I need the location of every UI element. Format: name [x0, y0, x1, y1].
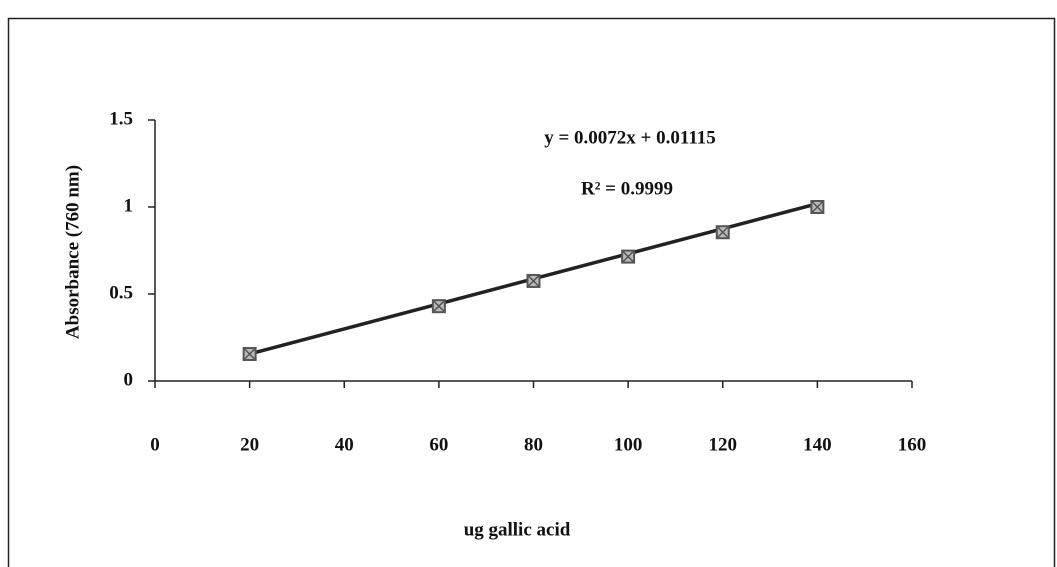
y-tick-label: 0: [124, 369, 134, 390]
data-point: [717, 226, 729, 238]
chart-border: [9, 19, 1055, 567]
x-tick-label: 20: [240, 434, 259, 455]
r-squared: R² = 0.9999: [581, 178, 673, 199]
page: {"chart_data": { "type": "scatter", "x_l…: [0, 0, 1057, 567]
x-tick-label: 120: [709, 434, 738, 455]
data-point: [811, 201, 823, 213]
data-point: [433, 300, 445, 312]
chart: ug gallic acid Absorbance (760 nm) y = 0…: [0, 0, 1057, 567]
x-tick-label: 100: [614, 434, 643, 455]
x-tick-label: 60: [429, 434, 448, 455]
data-point: [622, 251, 634, 263]
x-axis-label: ug gallic acid: [464, 519, 571, 540]
y-tick-label: 1.5: [109, 108, 133, 129]
x-tick-label: 160: [898, 434, 927, 455]
x-tick-label: 40: [335, 434, 354, 455]
data-point: [528, 275, 540, 287]
trendline-equation: y = 0.0072x + 0.01115: [544, 127, 716, 148]
x-tick-label: 80: [524, 434, 543, 455]
y-tick-label: 0.5: [109, 282, 133, 303]
x-tick-label: 140: [803, 434, 832, 455]
y-axis-label: Absorbance (760 nm): [62, 165, 83, 339]
y-tick-label: 1: [124, 195, 134, 216]
data-point: [244, 348, 256, 360]
x-tick-label: 0: [150, 434, 160, 455]
